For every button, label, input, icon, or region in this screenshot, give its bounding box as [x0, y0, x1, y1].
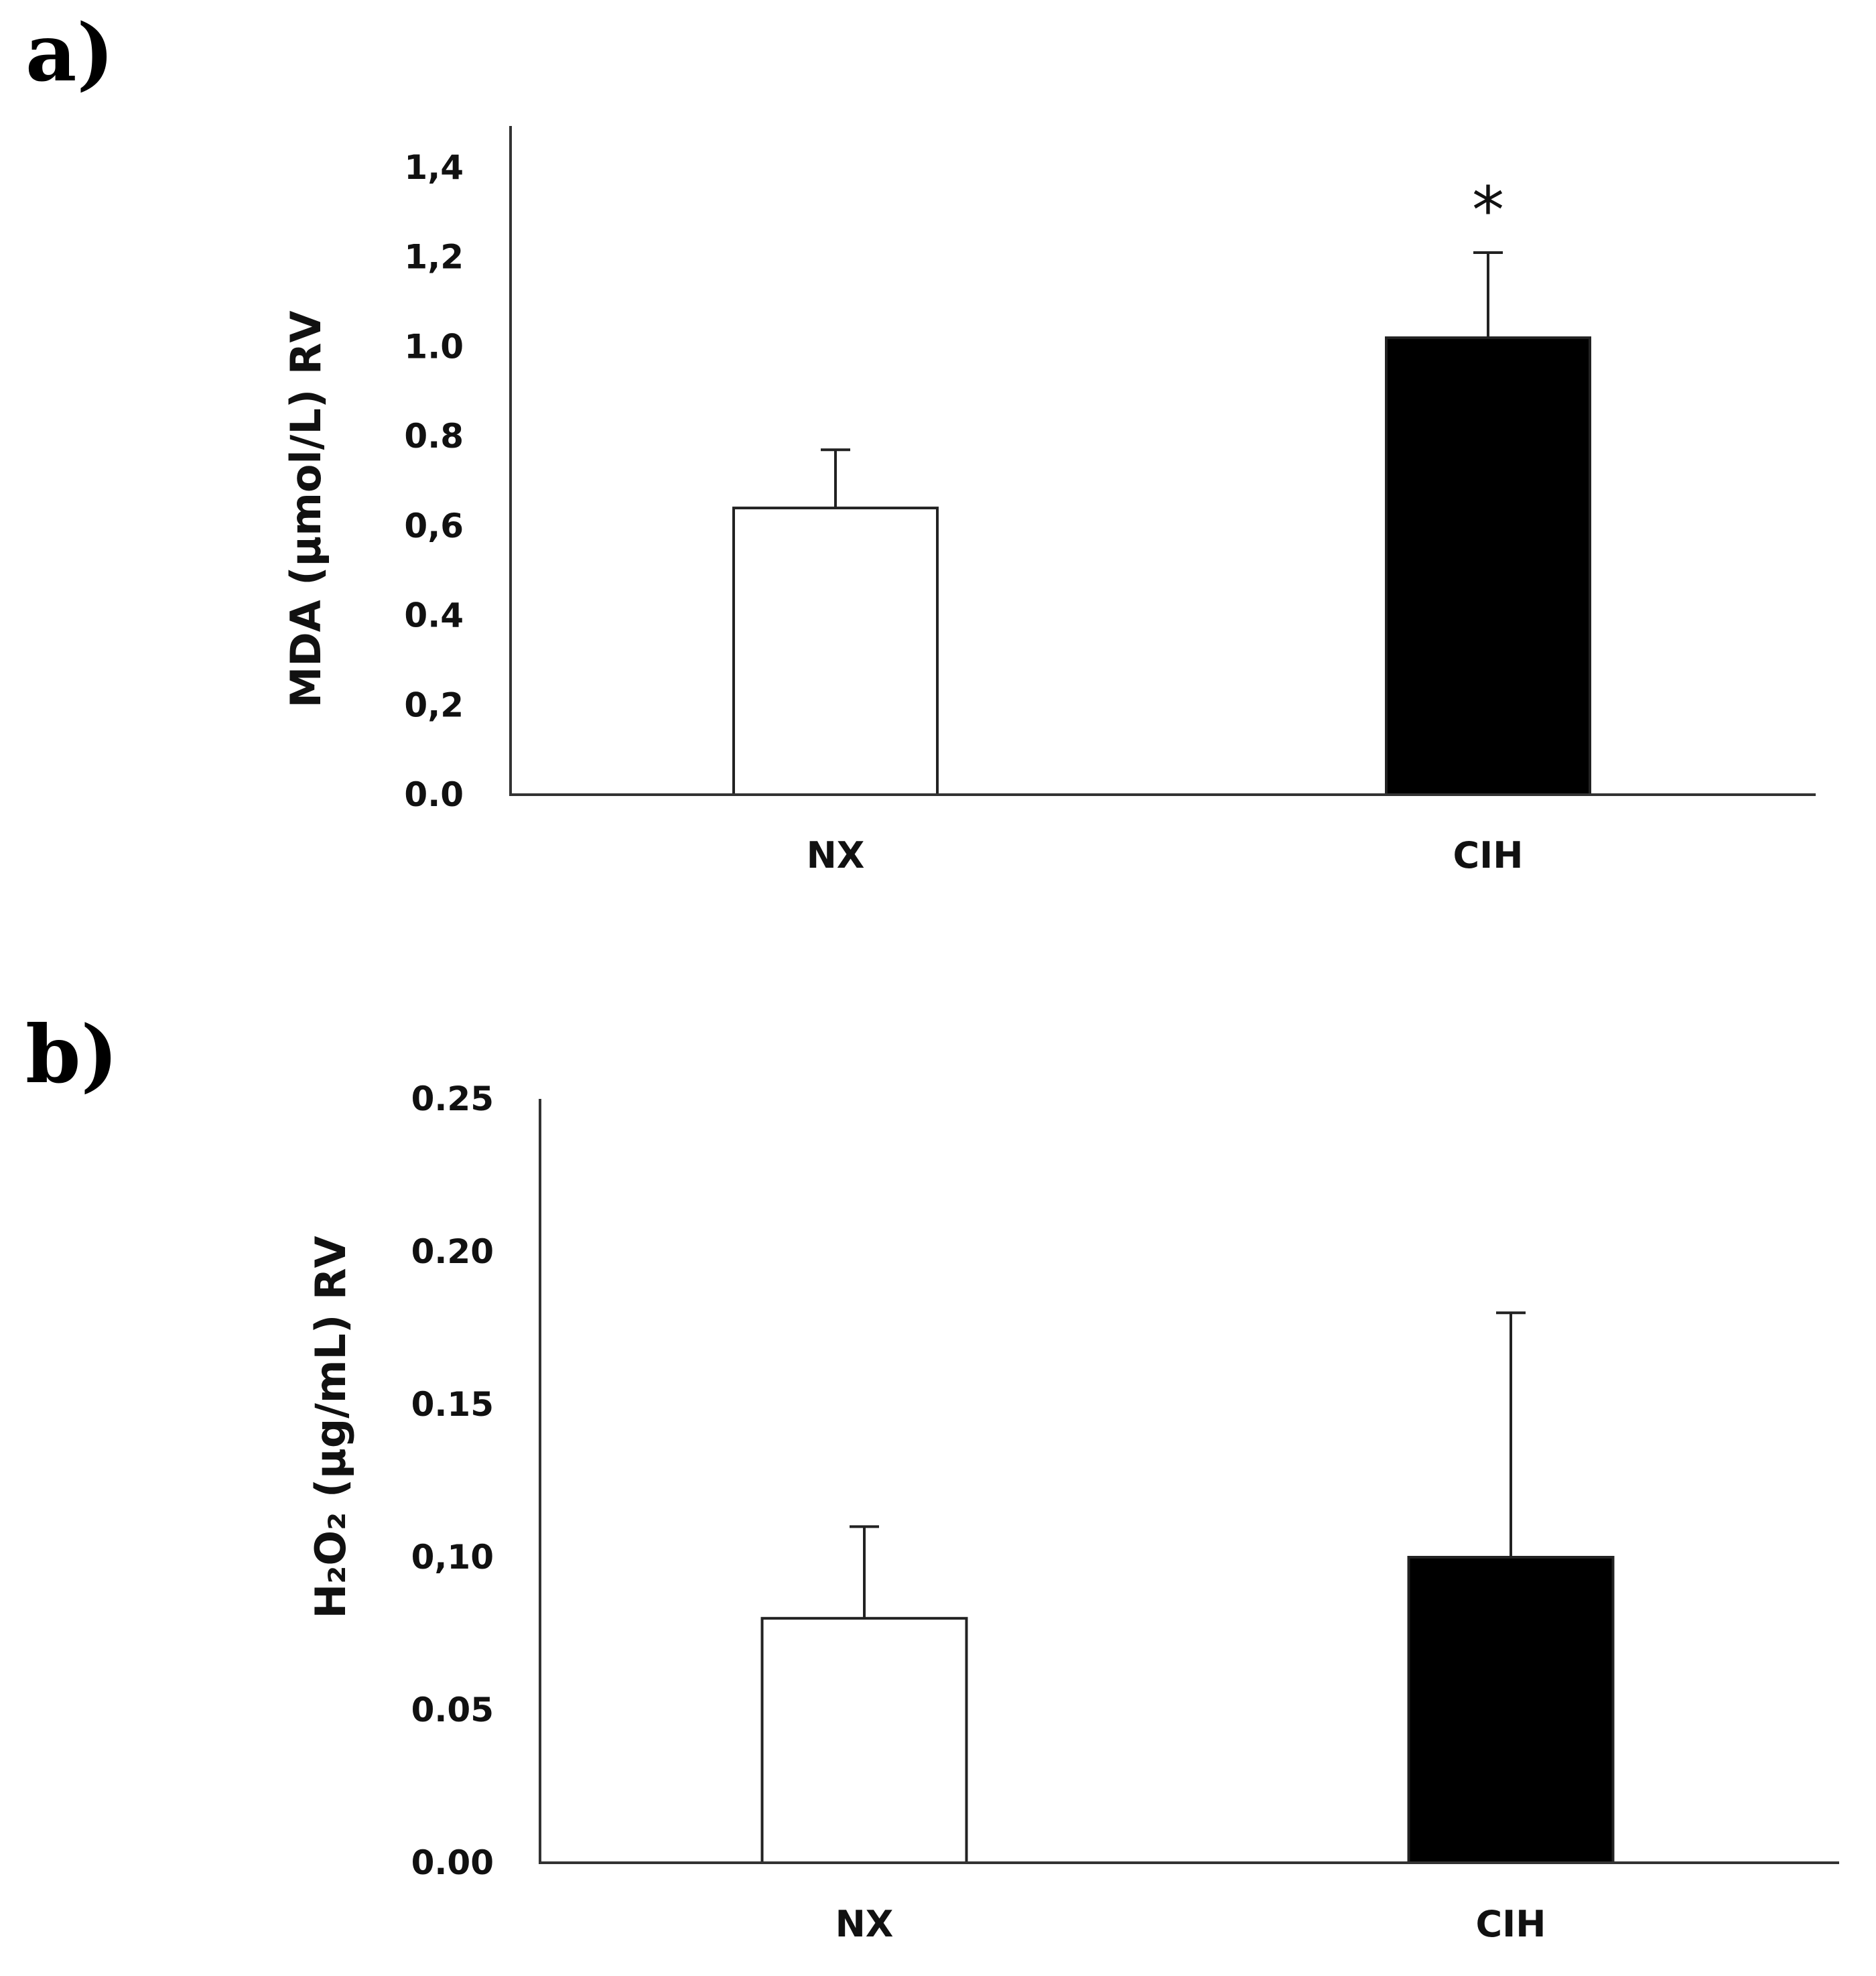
bar-cih	[1407, 1556, 1615, 1864]
y-tick-label: 0,6	[404, 507, 464, 545]
y-tick-label: 0.8	[404, 417, 464, 456]
panel-a-y-axis-label: MDA (µmol/L) RV	[281, 311, 330, 708]
panel-a-label: a)	[25, 6, 114, 99]
panel-b-y-axis-label: H₂O₂ (µg/mL) RV	[306, 1236, 355, 1618]
panel-a-bars	[732, 336, 1591, 796]
y-tick-label: 1,2	[404, 238, 464, 277]
panel-b-y-ticks: 0.00 0.05 0,10 0.15 0.20 0.25	[411, 1079, 494, 1882]
panel-a-error-bars	[821, 251, 1503, 509]
y-tick-label: 1.0	[404, 327, 464, 366]
panel-a-significance-marker: *	[1472, 173, 1504, 248]
y-tick-label: 0.25	[411, 1079, 494, 1118]
y-tick-label: 0.20	[411, 1232, 494, 1271]
panel-b-error-bars	[850, 1311, 1526, 1619]
y-tick-label: 0.0	[404, 775, 464, 814]
panel-a-chart: a) MDA (µmol/L) RV 0.0 0,2 0.4 0,6 0.8 1.0 1,2…	[25, 6, 1816, 876]
panel-b-axes	[539, 1099, 1839, 1864]
panel-a-axes	[509, 126, 1816, 796]
y-tick-label: 0.00	[411, 1843, 494, 1882]
y-tick-label: 0.05	[411, 1691, 494, 1729]
panel-b-category-labels: NX CIH	[835, 1903, 1546, 1945]
error-bar-cih	[1473, 251, 1503, 338]
y-tick-label: 1,4	[404, 148, 464, 187]
y-tick-label: 0.4	[404, 596, 464, 635]
error-bar-nx	[850, 1525, 879, 1619]
panel-b-bars	[760, 1556, 1615, 1864]
panel-b-chart: b) H₂O₂ (µg/mL) RV 0.000.050,100.150.200…	[25, 1008, 1839, 1945]
category-label-cih: CIH	[1453, 834, 1524, 876]
panel-b-label: b)	[25, 1008, 118, 1101]
category-label-cih: CIH	[1476, 1903, 1546, 1945]
error-bar-cih	[1496, 1311, 1526, 1557]
bar-cih	[1385, 336, 1591, 796]
y-tick-label: 0,10	[411, 1538, 494, 1577]
panel-a-category-labels: NX CIH	[807, 834, 1524, 876]
bar-nx	[760, 1617, 968, 1864]
bar-nx	[732, 507, 939, 796]
category-label-nx: NX	[807, 834, 865, 876]
category-label-nx: NX	[835, 1903, 894, 1945]
y-tick-label: 0.15	[411, 1385, 494, 1424]
error-bar-nx	[821, 448, 850, 509]
y-tick-label: 0,2	[404, 685, 464, 724]
panel-a-y-ticks: 0.0 0,2 0.4 0,6 0.8 1.0 1,2 1,4	[404, 148, 464, 814]
